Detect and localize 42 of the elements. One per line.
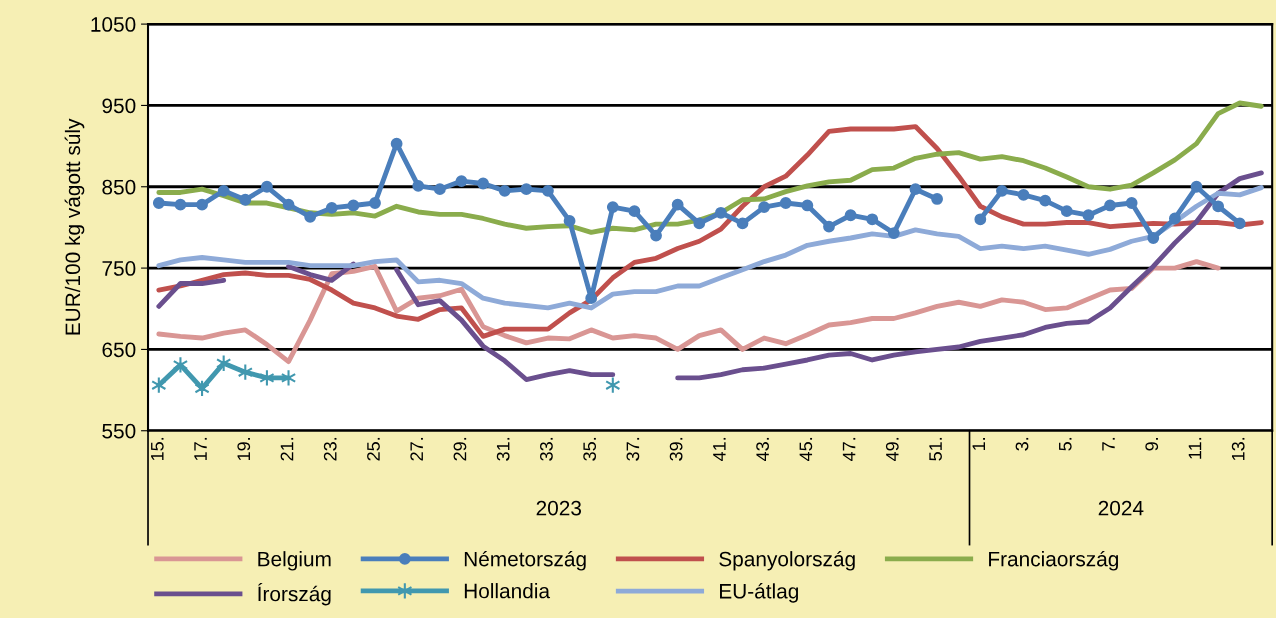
y-axis-title: EUR/100 kg vágott súly — [64, 118, 85, 335]
legend-label: Franciaország — [989, 550, 1119, 571]
legend-label: Belgium — [258, 551, 331, 571]
x-tick-label: 31. — [496, 437, 510, 461]
x-tick-label: 45. — [799, 437, 813, 461]
x-tick-label: 47. — [842, 437, 856, 461]
x-tick-label: 13. — [1231, 437, 1245, 461]
x-tick-label: 5. — [1059, 437, 1072, 451]
x-tick-label: 35. — [583, 437, 597, 461]
x-tick-label: 49. — [885, 437, 899, 461]
x-tick-label: 37. — [626, 437, 640, 461]
x-tick-label: 7. — [1102, 437, 1115, 451]
y-tick-label: 550 — [102, 423, 136, 439]
text: 2023 — [536, 500, 582, 516]
legend-label: Németország — [464, 550, 586, 571]
x-tick-label: 9. — [1145, 437, 1159, 451]
y-tick-label: 750 — [102, 261, 136, 276]
x-tick-label: 23. — [323, 437, 337, 461]
x-tick-label: 51. — [929, 437, 942, 461]
legend-label: Írország — [258, 583, 331, 606]
x-tick-label: 43. — [756, 437, 769, 461]
text: 2024 — [1098, 500, 1144, 516]
y-tick-label: 1050 — [91, 17, 136, 32]
x-tick-label: 39. — [669, 437, 683, 461]
x-tick-label: 17. — [194, 437, 207, 461]
x-tick-label: 21. — [280, 437, 294, 461]
legend-label: EU-átlag — [720, 583, 799, 603]
legend-label: Spanyolország — [719, 550, 855, 571]
x-tick-label: 29. — [453, 437, 467, 461]
x-tick-label: 11. — [1188, 437, 1202, 459]
x-tick-label: 27. — [410, 437, 423, 461]
x-tick-label: 15. — [151, 437, 164, 461]
y-tick-label: 850 — [102, 179, 136, 195]
x-tick-label: 1. — [972, 437, 985, 450]
x-tick-label: 33. — [540, 437, 553, 461]
x-tick-label: 25. — [367, 437, 380, 461]
y-tick-label: 650 — [102, 342, 136, 358]
x-tick-label: 19. — [237, 437, 251, 461]
y-tick-label: 950 — [102, 98, 136, 114]
legend-label: Hollandia — [464, 583, 551, 599]
x-tick-label: 3. — [1015, 437, 1029, 451]
x-tick-label: 41. — [713, 437, 726, 461]
